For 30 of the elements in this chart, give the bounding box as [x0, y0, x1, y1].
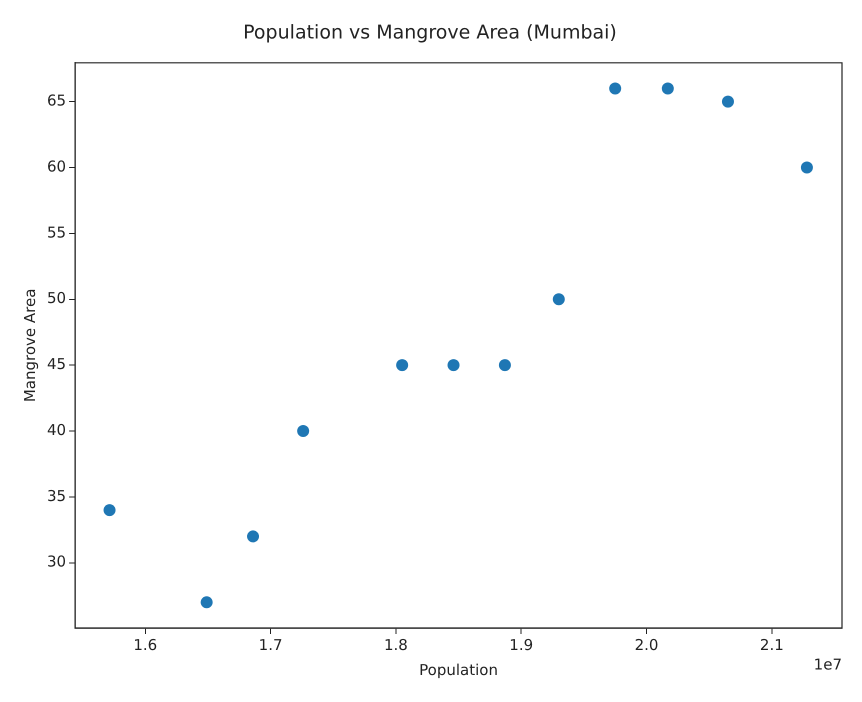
- y-tick-label: 45: [46, 355, 66, 374]
- y-tick-label: 65: [46, 92, 66, 110]
- y-axis-title: Mangrove Area: [20, 288, 39, 402]
- point: [800, 162, 813, 174]
- point: [662, 82, 674, 94]
- y-tick-label: 50: [46, 289, 66, 308]
- point: [247, 530, 260, 542]
- point: [448, 359, 460, 372]
- text: 1e7: [814, 655, 842, 674]
- point: [498, 359, 511, 372]
- chart-title: Population vs Mangrove Area (Mumbai): [243, 21, 617, 44]
- point: [200, 596, 213, 608]
- x-tick-label: 1.6: [133, 636, 158, 654]
- y-tick-label: 30: [46, 552, 66, 571]
- point: [297, 425, 310, 438]
- x-tick-label: 1.7: [258, 636, 283, 654]
- y-tick-label: 60: [46, 157, 66, 176]
- y-tick-label: 35: [46, 486, 66, 505]
- point: [104, 504, 116, 516]
- y-tick-label: 40: [46, 420, 66, 439]
- point: [396, 359, 408, 372]
- x-tick-label: 2.0: [634, 636, 658, 654]
- x-tick-label: 2.1: [760, 636, 784, 654]
- y-tick-label: 55: [46, 223, 66, 242]
- point: [722, 96, 734, 108]
- point: [609, 82, 622, 94]
- x-tick-label: 1.9: [509, 636, 534, 654]
- point: [552, 293, 565, 306]
- x-tick-label: 1.8: [384, 636, 408, 654]
- x-axis-title: Population: [419, 660, 498, 679]
